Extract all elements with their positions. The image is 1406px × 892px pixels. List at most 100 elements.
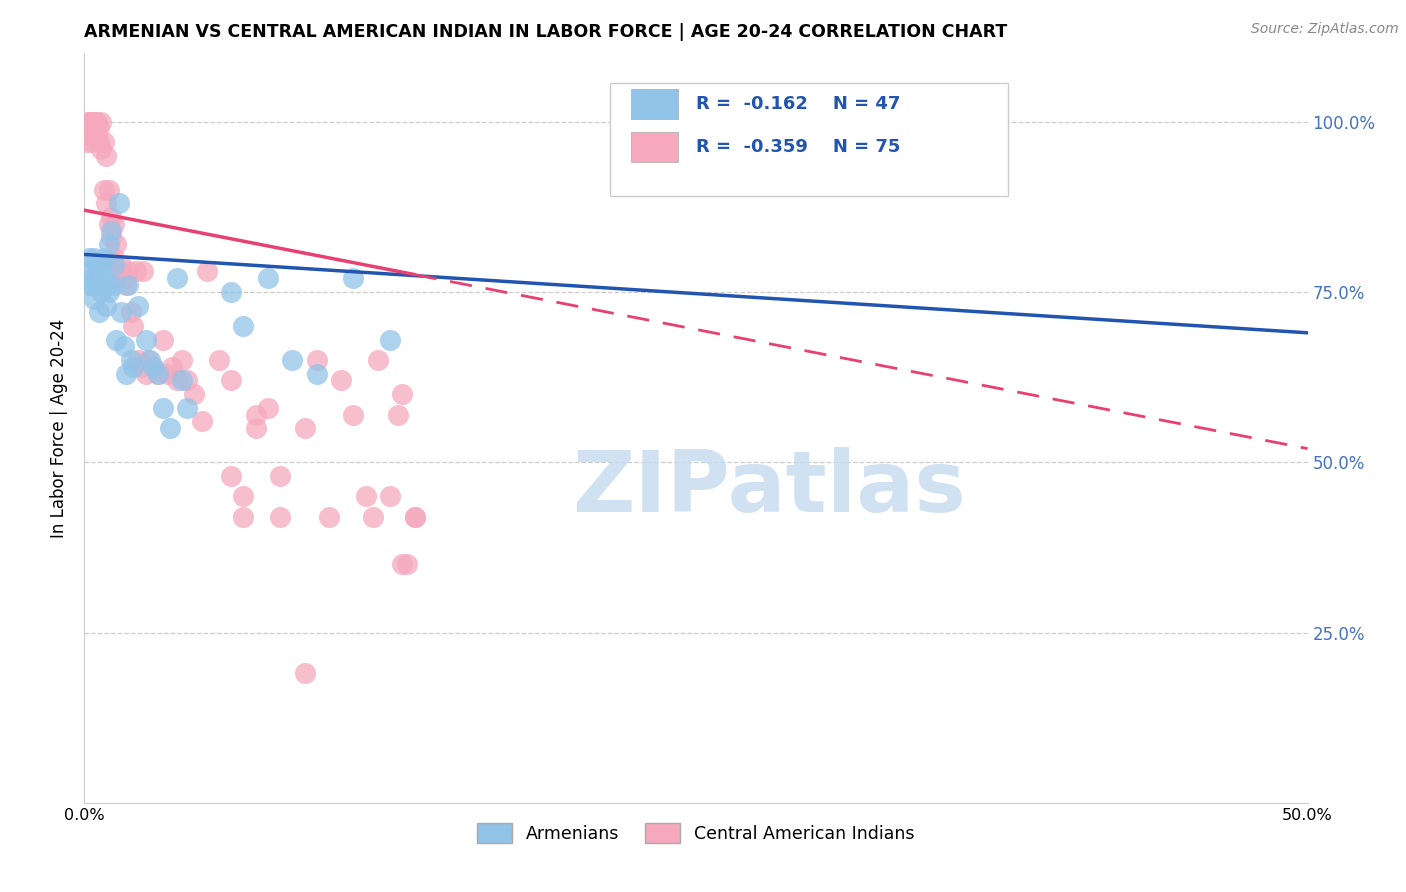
- FancyBboxPatch shape: [610, 84, 1008, 196]
- Point: [127, 299, 149, 313]
- Point: [93, 271, 115, 285]
- Point: [125, 264, 148, 278]
- Point: [159, 421, 181, 435]
- Point: [136, 353, 159, 368]
- Point: [232, 509, 254, 524]
- Point: [142, 359, 165, 374]
- Point: [219, 468, 242, 483]
- Point: [86, 258, 108, 272]
- Point: [97, 217, 120, 231]
- Point: [183, 387, 205, 401]
- Point: [361, 509, 384, 524]
- Point: [96, 299, 118, 313]
- Point: [139, 353, 162, 368]
- Point: [396, 558, 419, 572]
- Y-axis label: In Labor Force | Age 20-24: In Labor Force | Age 20-24: [51, 318, 69, 538]
- Point: [120, 353, 142, 368]
- Point: [107, 196, 129, 211]
- Point: [80, 278, 103, 293]
- Point: [100, 224, 122, 238]
- Point: [112, 271, 135, 285]
- Point: [122, 359, 145, 374]
- Point: [269, 468, 291, 483]
- Point: [152, 333, 174, 347]
- Point: [115, 278, 138, 293]
- Point: [330, 374, 353, 388]
- Point: [166, 374, 188, 388]
- Point: [87, 121, 110, 136]
- Point: [90, 142, 112, 156]
- Point: [232, 318, 254, 333]
- Point: [112, 339, 135, 353]
- Point: [367, 353, 389, 368]
- Point: [76, 114, 98, 128]
- Point: [83, 114, 105, 128]
- Point: [103, 251, 125, 265]
- Point: [97, 183, 120, 197]
- Text: ZIPatlas: ZIPatlas: [572, 447, 966, 530]
- Point: [96, 149, 118, 163]
- Point: [404, 509, 426, 524]
- Point: [117, 264, 139, 278]
- Point: [135, 367, 157, 381]
- Point: [86, 114, 108, 128]
- Point: [83, 292, 105, 306]
- Point: [257, 271, 280, 285]
- Point: [122, 318, 145, 333]
- Point: [107, 264, 129, 278]
- Point: [354, 489, 377, 503]
- Point: [77, 114, 100, 128]
- Point: [176, 401, 198, 415]
- Point: [97, 237, 120, 252]
- Point: [77, 251, 100, 265]
- Point: [132, 264, 155, 278]
- Point: [93, 251, 115, 265]
- Point: [245, 421, 267, 435]
- Point: [90, 114, 112, 128]
- Point: [77, 278, 100, 293]
- Point: [146, 367, 169, 381]
- Point: [219, 285, 242, 299]
- Point: [117, 278, 139, 293]
- Point: [97, 285, 120, 299]
- Point: [87, 135, 110, 149]
- Point: [93, 183, 115, 197]
- Point: [232, 489, 254, 503]
- Point: [318, 509, 340, 524]
- Point: [152, 401, 174, 415]
- Point: [391, 558, 413, 572]
- Point: [76, 135, 98, 149]
- Point: [80, 135, 103, 149]
- Point: [110, 305, 132, 319]
- Point: [156, 367, 179, 381]
- Point: [80, 114, 103, 128]
- Point: [142, 359, 165, 374]
- Point: [96, 196, 118, 211]
- Point: [127, 353, 149, 368]
- Point: [404, 509, 426, 524]
- Point: [86, 128, 108, 143]
- Text: R =  -0.359    N = 75: R = -0.359 N = 75: [696, 138, 900, 156]
- Point: [391, 387, 413, 401]
- Point: [105, 333, 128, 347]
- Point: [245, 408, 267, 422]
- Text: R =  -0.162    N = 47: R = -0.162 N = 47: [696, 95, 900, 112]
- Point: [103, 278, 125, 293]
- Point: [146, 367, 169, 381]
- Point: [76, 264, 98, 278]
- Point: [380, 333, 402, 347]
- Point: [294, 421, 316, 435]
- Point: [115, 367, 138, 381]
- Point: [110, 258, 132, 272]
- Point: [166, 271, 188, 285]
- Point: [90, 258, 112, 272]
- Point: [103, 258, 125, 272]
- Text: ARMENIAN VS CENTRAL AMERICAN INDIAN IN LABOR FORCE | AGE 20-24 CORRELATION CHART: ARMENIAN VS CENTRAL AMERICAN INDIAN IN L…: [84, 23, 1008, 41]
- Point: [90, 285, 112, 299]
- FancyBboxPatch shape: [631, 132, 678, 162]
- Point: [269, 509, 291, 524]
- Point: [77, 128, 100, 143]
- Point: [191, 414, 214, 428]
- Point: [162, 359, 184, 374]
- Point: [129, 359, 152, 374]
